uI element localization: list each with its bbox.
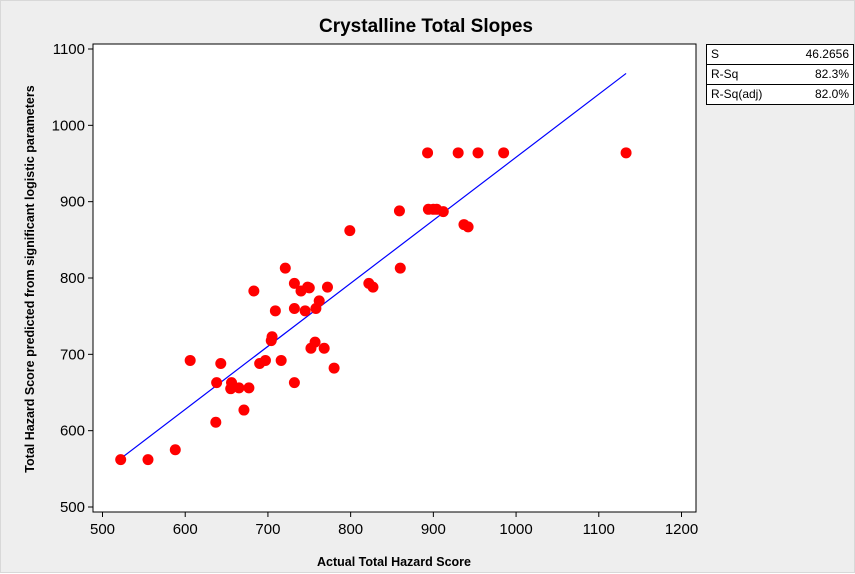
y-tick-label: 700 bbox=[60, 346, 85, 363]
x-tick-label: 1100 bbox=[583, 521, 615, 538]
x-tick-label: 700 bbox=[255, 521, 280, 538]
regression-line bbox=[122, 72, 627, 458]
x-tick-label: 1200 bbox=[665, 521, 698, 538]
data-point bbox=[259, 354, 271, 366]
data-point bbox=[288, 377, 300, 389]
y-tick-label: 1000 bbox=[52, 117, 85, 134]
data-point bbox=[328, 362, 340, 374]
data-point bbox=[498, 147, 510, 159]
data-point bbox=[344, 225, 356, 237]
data-point bbox=[313, 295, 325, 307]
chart-title: Crystalline Total Slopes bbox=[319, 16, 533, 37]
stat-label: R-Sq bbox=[711, 67, 739, 81]
x-axis-label: Actual Total Hazard Score bbox=[317, 555, 471, 569]
data-point bbox=[243, 382, 255, 394]
data-point bbox=[169, 444, 181, 456]
stats-row-rsq-adj: R-Sq(adj) 82.0% bbox=[707, 85, 853, 104]
data-point bbox=[215, 357, 227, 369]
data-point bbox=[620, 147, 632, 159]
y-tick-label: 1100 bbox=[53, 41, 85, 58]
stat-value: 82.0% bbox=[814, 87, 849, 101]
stats-row-s: S 46.2656 bbox=[707, 45, 853, 65]
data-point bbox=[288, 277, 300, 289]
data-point bbox=[422, 147, 434, 159]
x-tick-label: 500 bbox=[90, 521, 115, 538]
stat-label: R-Sq(adj) bbox=[711, 87, 763, 101]
data-point bbox=[472, 147, 484, 159]
data-point bbox=[115, 454, 127, 466]
data-point bbox=[452, 147, 464, 159]
data-point bbox=[367, 281, 379, 293]
data-point bbox=[318, 342, 330, 354]
y-tick-label: 900 bbox=[60, 194, 85, 211]
data-point bbox=[437, 206, 449, 218]
y-tick-label: 800 bbox=[60, 270, 85, 287]
x-tick-label: 1000 bbox=[499, 521, 532, 538]
data-point bbox=[462, 221, 474, 233]
data-point bbox=[309, 336, 321, 348]
data-points bbox=[115, 147, 632, 466]
plot-area bbox=[92, 43, 697, 513]
data-point bbox=[238, 404, 250, 416]
data-point bbox=[288, 303, 300, 315]
x-tick-label: 800 bbox=[338, 521, 363, 538]
data-point bbox=[303, 282, 315, 294]
stats-box: S 46.2656 R-Sq 82.3% R-Sq(adj) 82.0% bbox=[706, 44, 854, 105]
x-tick-label: 600 bbox=[173, 521, 198, 538]
data-point bbox=[394, 262, 406, 274]
data-point bbox=[184, 354, 196, 366]
y-axis-label: Total Hazard Score predicted from signif… bbox=[23, 85, 37, 472]
data-point bbox=[233, 382, 245, 394]
data-point bbox=[275, 354, 287, 366]
stats-row-rsq: R-Sq 82.3% bbox=[707, 65, 853, 85]
fit-line bbox=[122, 72, 627, 458]
data-point bbox=[211, 377, 223, 389]
x-axis: 500 600 700 800 900 1000 1100 1200 bbox=[90, 512, 698, 538]
data-point bbox=[279, 262, 291, 274]
x-tick-label: 900 bbox=[421, 521, 446, 538]
data-point bbox=[142, 454, 154, 466]
y-tick-label: 600 bbox=[60, 423, 85, 440]
stat-label: S bbox=[711, 47, 720, 61]
data-point bbox=[299, 305, 311, 317]
data-point bbox=[248, 285, 260, 297]
data-point bbox=[321, 281, 333, 293]
data-point bbox=[266, 331, 278, 343]
stat-value: 46.2656 bbox=[805, 47, 849, 61]
y-tick-label: 500 bbox=[60, 499, 85, 516]
data-point bbox=[210, 416, 222, 428]
data-point bbox=[269, 305, 281, 317]
y-axis: 500 600 700 800 900 1000 1100 bbox=[52, 41, 93, 516]
stat-value: 82.3% bbox=[814, 67, 849, 81]
data-point bbox=[393, 205, 405, 217]
